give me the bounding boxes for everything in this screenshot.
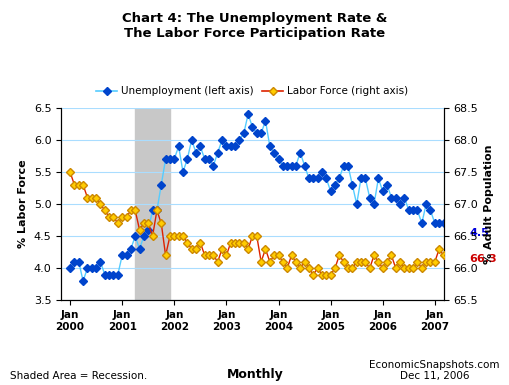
Legend: Unemployment (left axis), Labor Force (right axis): Unemployment (left axis), Labor Force (r…	[92, 82, 412, 100]
Text: Chart 4: The Unemployment Rate &
The Labor Force Participation Rate: Chart 4: The Unemployment Rate & The Lab…	[122, 12, 387, 40]
Text: Shaded Area = Recession.: Shaded Area = Recession.	[10, 371, 147, 381]
Y-axis label: % Adult Population: % Adult Population	[483, 144, 493, 264]
Text: 4.5: 4.5	[468, 228, 488, 238]
Text: Monthly: Monthly	[226, 368, 283, 381]
Text: EconomicSnapshots.com
Dec 11, 2006: EconomicSnapshots.com Dec 11, 2006	[369, 360, 499, 381]
Y-axis label: % Labor Force: % Labor Force	[18, 160, 28, 248]
Bar	[135, 108, 169, 300]
Text: 66.3: 66.3	[468, 254, 496, 264]
